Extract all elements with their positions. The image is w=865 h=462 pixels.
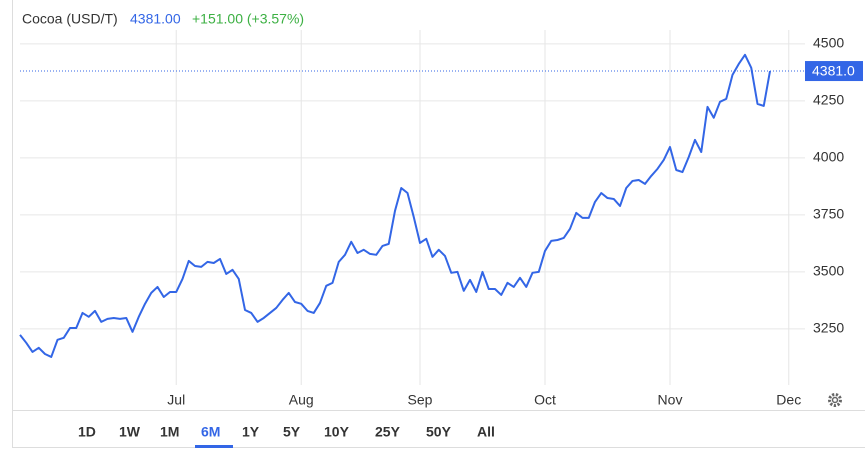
price-change: +151.00 (+3.57%) (192, 11, 304, 27)
y-tick-label: 3750 (813, 206, 844, 222)
x-tick-label: Oct (534, 392, 556, 408)
x-tick-label: Sep (408, 392, 433, 408)
active-range-underline (195, 445, 233, 448)
range-button[interactable]: 6M (201, 424, 220, 440)
instrument-name: Cocoa (USD/T) (22, 11, 118, 27)
price: 4381.00 (130, 11, 181, 27)
y-tick-label: 4000 (813, 149, 844, 165)
range-button[interactable]: 50Y (426, 424, 452, 440)
y-tick-label: 4250 (813, 92, 844, 108)
range-button[interactable]: 10Y (324, 424, 350, 440)
range-button[interactable]: 1D (78, 424, 96, 440)
range-button[interactable]: 25Y (375, 424, 401, 440)
x-tick-label: Dec (776, 392, 801, 408)
range-button[interactable]: 1W (119, 424, 141, 440)
current-price-box (805, 61, 863, 82)
range-button[interactable]: 5Y (283, 424, 301, 440)
x-tick-label: Jul (167, 392, 185, 408)
range-button[interactable]: 1M (160, 424, 179, 440)
y-tick-label: 3500 (813, 263, 844, 279)
current-price-label: 4381.0 (812, 63, 855, 79)
y-tick-label: 3250 (813, 320, 844, 336)
x-tick-label: Aug (289, 392, 314, 408)
settings-icon[interactable] (828, 393, 842, 407)
range-button[interactable]: All (477, 424, 495, 440)
price-line (19, 53, 771, 358)
range-button[interactable]: 1Y (242, 424, 260, 440)
y-tick-label: 4500 (813, 35, 844, 51)
x-tick-label: Nov (658, 392, 683, 408)
